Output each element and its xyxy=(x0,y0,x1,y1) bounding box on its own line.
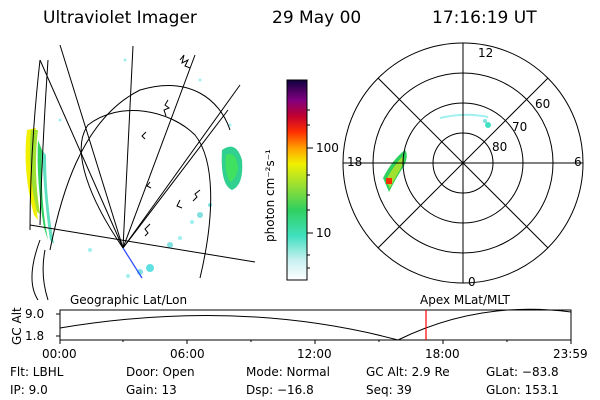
time-tick-1200: 12:00 xyxy=(297,347,332,361)
colorbar-tick-100: 100 xyxy=(316,141,339,155)
mlt-label-6: 6 xyxy=(574,155,582,169)
altitude-tick-1-8: 1.8 xyxy=(25,329,45,343)
geographic-label: Geographic Lat/Lon xyxy=(70,293,188,307)
colorbar-tick-10: 10 xyxy=(316,226,332,240)
mlt-label-0: 0 xyxy=(468,275,476,289)
gain-status: Gain: 13 xyxy=(126,383,177,397)
sequence-status: Seq: 39 xyxy=(366,383,412,397)
orbit-track xyxy=(122,247,143,279)
time-tick-0600: 06:00 xyxy=(170,347,205,361)
lat-lon-grid xyxy=(29,44,256,301)
auroral-emission xyxy=(25,58,243,278)
polar-emission xyxy=(383,113,491,192)
polar-grid xyxy=(342,42,584,284)
mode-status: Mode: Normal xyxy=(246,365,330,379)
gc-altitude-status: GC Alt: 2.9 Re xyxy=(366,365,450,379)
geographic-map xyxy=(25,44,256,301)
observation-time: 17:16:19 UT xyxy=(432,8,537,28)
observation-date: 29 May 00 xyxy=(272,8,362,28)
colorbar xyxy=(286,79,313,281)
mlt-label-12: 12 xyxy=(478,46,494,60)
instrument-title: Ultraviolet Imager xyxy=(43,8,197,28)
polar-plot xyxy=(342,42,584,284)
mlat-label-60: 60 xyxy=(535,97,551,111)
glat-status: GLat: −83.8 xyxy=(486,365,559,379)
filter-status: Flt: LBHL xyxy=(10,365,64,379)
coastlines xyxy=(141,54,201,237)
ip-status: IP: 9.0 xyxy=(10,383,48,397)
altitude-plot xyxy=(56,308,572,344)
mlat-label-80: 80 xyxy=(492,140,508,154)
apex-label: Apex MLat/MLT xyxy=(420,293,510,307)
colorbar-units-label: photon cm⁻²s⁻¹ xyxy=(263,149,277,242)
time-tick-2359: 23:59 xyxy=(553,347,588,361)
altitude-axis-label: GC Alt xyxy=(10,307,24,345)
glon-status: GLon: 153.1 xyxy=(486,383,559,397)
door-status: Door: Open xyxy=(126,365,195,379)
time-tick-1800: 18:00 xyxy=(425,347,460,361)
time-tick-0000: 00:00 xyxy=(42,347,77,361)
mlt-label-18: 18 xyxy=(347,155,363,169)
dsp-status: Dsp: −16.8 xyxy=(246,383,314,397)
mlat-label-70: 70 xyxy=(512,120,528,134)
altitude-tick-9: 9.0 xyxy=(25,307,45,321)
